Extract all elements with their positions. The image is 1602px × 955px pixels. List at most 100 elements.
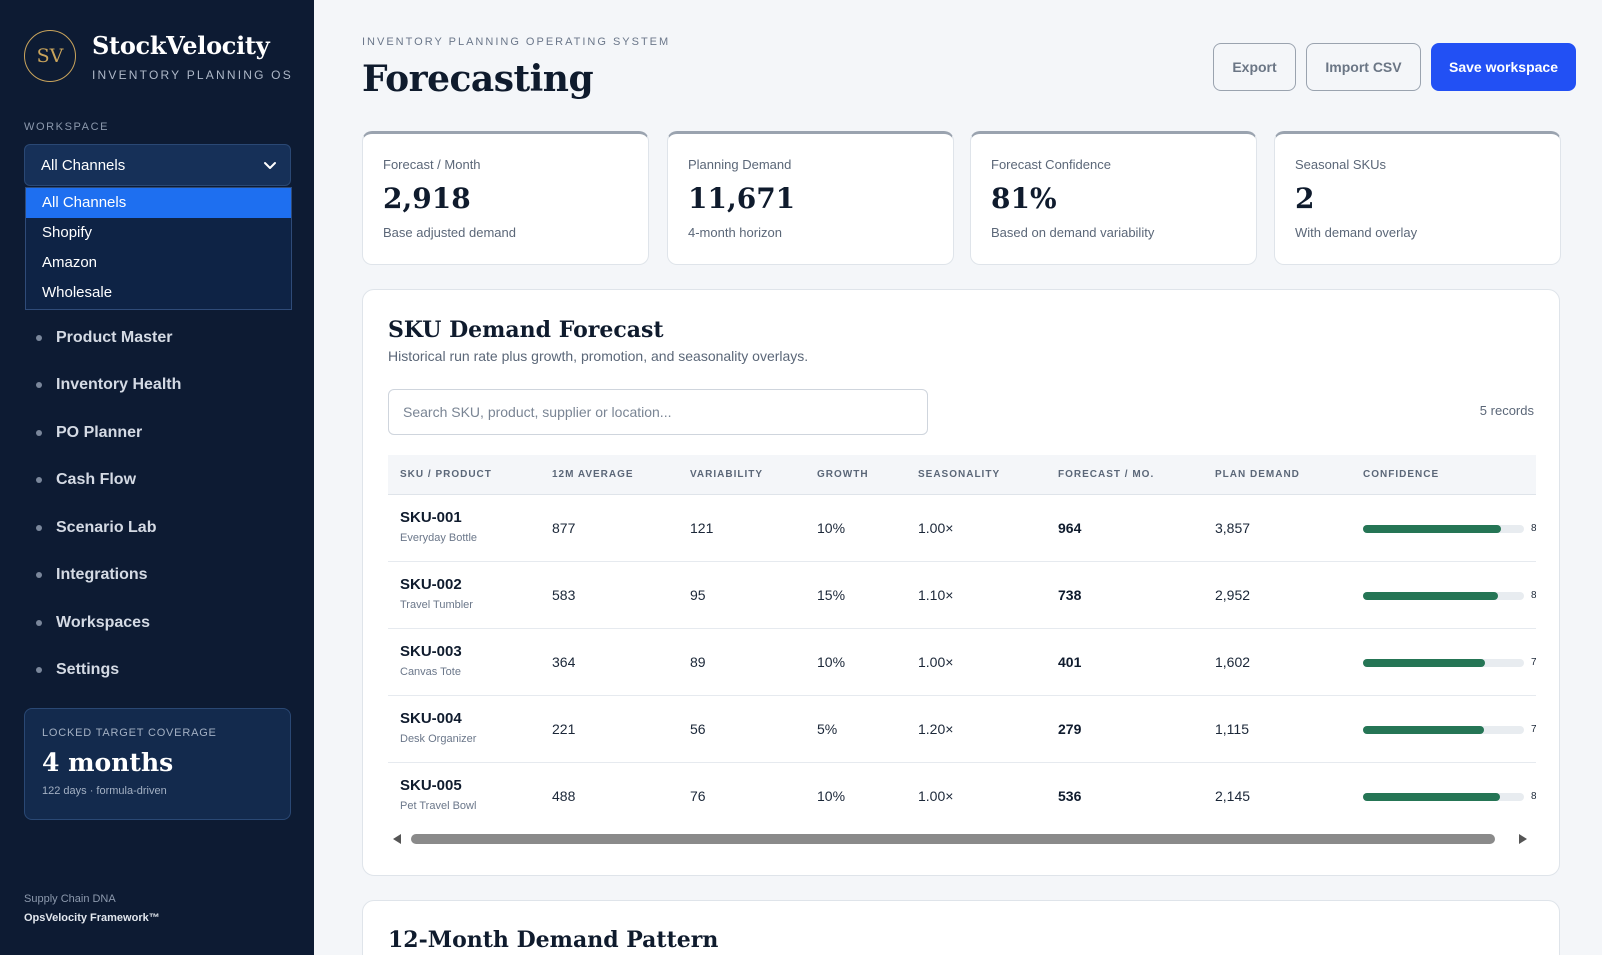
column-header-variability[interactable]: VARIABILITY — [690, 469, 764, 480]
confidence-bar-fill — [1363, 592, 1499, 600]
cell-var: 89 — [690, 654, 706, 670]
kpi-card-seasonal-skus: Seasonal SKUs 2 With demand overlay — [1274, 131, 1561, 265]
cell-plan: 2,145 — [1215, 788, 1251, 804]
kpi-card-forecast-month: Forecast / Month 2,918 Base adjusted dem… — [362, 131, 649, 265]
sidebar-item-label: Cash Flow — [56, 471, 137, 489]
sidebar-item-po-planner[interactable]: PO Planner — [36, 409, 181, 457]
save-workspace-button[interactable]: Save workspace — [1431, 43, 1576, 91]
sidebar-item-label: Workspaces — [56, 613, 150, 631]
chevron-down-icon — [264, 162, 276, 169]
scroll-left-arrow-icon[interactable] — [393, 834, 401, 844]
workspace-option-shopify[interactable]: Shopify — [42, 224, 93, 241]
cell-season: 1.00× — [918, 788, 954, 804]
product-name: Pet Travel Bowl — [400, 800, 477, 812]
table-row[interactable]: SKU-002 Travel Tumbler 583 95 15% 1.10× 738 2… — [388, 562, 1536, 629]
brand[interactable]: SV StockVelocity INVENTORY PLANNING OS — [24, 30, 293, 82]
kpi-value: 81% — [991, 182, 1057, 215]
kpi-label: Forecast Confidence — [991, 157, 1111, 172]
product-name: Everyday Bottle — [400, 532, 478, 544]
export-button[interactable]: Export — [1213, 43, 1296, 91]
bullet-icon — [36, 334, 42, 341]
cell-forecast: 738 — [1058, 587, 1082, 603]
cell-avg: 583 — [552, 587, 576, 603]
cell-avg: 877 — [552, 520, 576, 536]
confidence-bar-fill — [1363, 525, 1502, 533]
horizontal-scrollbar[interactable] — [393, 831, 1527, 847]
table-row[interactable]: SKU-001 Everyday Bottle 877 121 10% 1.00× 96… — [388, 495, 1536, 562]
confidence-value: 8 — [1531, 763, 1536, 827]
sidebar-item-integrations[interactable]: Integrations — [36, 552, 181, 600]
cell-forecast: 401 — [1058, 654, 1082, 670]
scroll-right-arrow-icon[interactable] — [1519, 834, 1527, 844]
footer-framework: OpsVelocity Framework™ — [24, 912, 160, 924]
sidebar-item-label: PO Planner — [56, 423, 143, 441]
brand-logo: SV — [24, 30, 76, 82]
bullet-icon — [36, 619, 42, 626]
kpi-label: Seasonal SKUs — [1295, 157, 1387, 172]
locked-coverage-sub: 122 days · formula-driven — [42, 785, 167, 797]
sidebar-item-cash-flow[interactable]: Cash Flow — [36, 457, 181, 505]
column-header-12m-average[interactable]: 12M AVERAGE — [552, 469, 634, 480]
kpi-value: 2 — [1295, 182, 1315, 215]
page-eyebrow: INVENTORY PLANNING OPERATING SYSTEM — [362, 36, 671, 48]
sidebar-item-workspaces[interactable]: Workspaces — [36, 599, 181, 647]
scrollbar-thumb[interactable] — [411, 834, 1495, 844]
cell-avg: 221 — [552, 721, 576, 737]
sidebar-item-label: Scenario Lab — [56, 518, 157, 536]
cell-avg: 488 — [552, 788, 576, 804]
sidebar-item-label: Inventory Health — [56, 376, 182, 394]
column-header-confidence[interactable]: CONFIDENCE — [1363, 469, 1440, 480]
table-row[interactable]: SKU-005 Pet Travel Bowl 488 76 10% 1.00× 536… — [388, 763, 1536, 827]
cell-plan: 1,115 — [1215, 721, 1249, 737]
column-header-seasonality[interactable]: SEASONALITY — [918, 469, 1001, 480]
product-name: Travel Tumbler — [400, 599, 473, 611]
kpi-value: 11,671 — [688, 182, 796, 215]
cell-season: 1.00× — [918, 520, 954, 536]
sidebar-item-settings[interactable]: Settings — [36, 647, 181, 695]
workspace-option-amazon[interactable]: Amazon — [42, 254, 98, 271]
cell-avg: 364 — [552, 654, 576, 670]
column-header-plan-demand[interactable]: PLAN DEMAND — [1215, 469, 1300, 480]
sidebar-item-label: Settings — [56, 661, 120, 679]
workspace-option-wholesale[interactable]: Wholesale — [42, 284, 113, 301]
cell-forecast: 964 — [1058, 520, 1082, 536]
confidence-bar-fill — [1363, 726, 1484, 734]
kpi-label: Forecast / Month — [383, 157, 481, 172]
column-header-sku[interactable]: SKU / PRODUCT — [400, 469, 492, 480]
locked-coverage-value: 4 months — [42, 748, 174, 777]
cell-var: 76 — [690, 788, 706, 804]
kpi-sub: With demand overlay — [1295, 225, 1418, 240]
sidebar-item-scenario-lab[interactable]: Scenario Lab — [36, 504, 181, 552]
search-input[interactable] — [388, 389, 928, 435]
product-name: Desk Organizer — [400, 733, 477, 745]
cell-var: 121 — [690, 520, 714, 536]
column-header-growth[interactable]: GROWTH — [817, 469, 869, 480]
confidence-value: 8 — [1531, 495, 1536, 562]
workspace-select[interactable]: All Channels — [24, 144, 291, 186]
sidebar-item-inventory-health[interactable]: Inventory Health — [36, 362, 181, 410]
confidence-bar — [1363, 659, 1524, 667]
sku-cell: SKU-002 Travel Tumbler — [400, 576, 473, 611]
cell-season: 1.10× — [918, 587, 954, 603]
sku-cell: SKU-001 Everyday Bottle — [400, 509, 477, 544]
sku-demand-forecast-card: SKU Demand Forecast Historical run rate … — [362, 289, 1560, 876]
cell-growth: 5% — [817, 721, 838, 737]
confidence-value: 7 — [1531, 629, 1536, 696]
workspace-option-all-channels[interactable]: All Channels — [26, 188, 291, 218]
table-row[interactable]: SKU-004 Desk Organizer 221 56 5% 1.20× 279 1,… — [388, 696, 1536, 763]
sku-cell: SKU-003 Canvas Tote — [400, 643, 462, 678]
demand-pattern-card: 12-Month Demand Pattern — [362, 900, 1560, 955]
table-row[interactable]: SKU-003 Canvas Tote 364 89 10% 1.00× 401 1,60… — [388, 629, 1536, 696]
sidebar-item-product-master[interactable]: Product Master — [36, 314, 181, 362]
import-csv-button[interactable]: Import CSV — [1306, 43, 1421, 91]
cell-var: 95 — [690, 587, 706, 603]
kpi-value: 2,918 — [383, 182, 471, 215]
product-name: Canvas Tote — [400, 666, 461, 678]
records-count: 5 records — [1479, 403, 1534, 418]
sidebar-item-label: Integrations — [56, 566, 148, 584]
column-header-forecast-month[interactable]: FORECAST / MO. — [1058, 469, 1155, 480]
workspace-label: WORKSPACE — [24, 121, 110, 133]
confidence-bar — [1363, 592, 1524, 600]
workspace-dropdown: All Channels Shopify Amazon Wholesale — [25, 187, 292, 310]
bullet-icon — [36, 429, 42, 436]
